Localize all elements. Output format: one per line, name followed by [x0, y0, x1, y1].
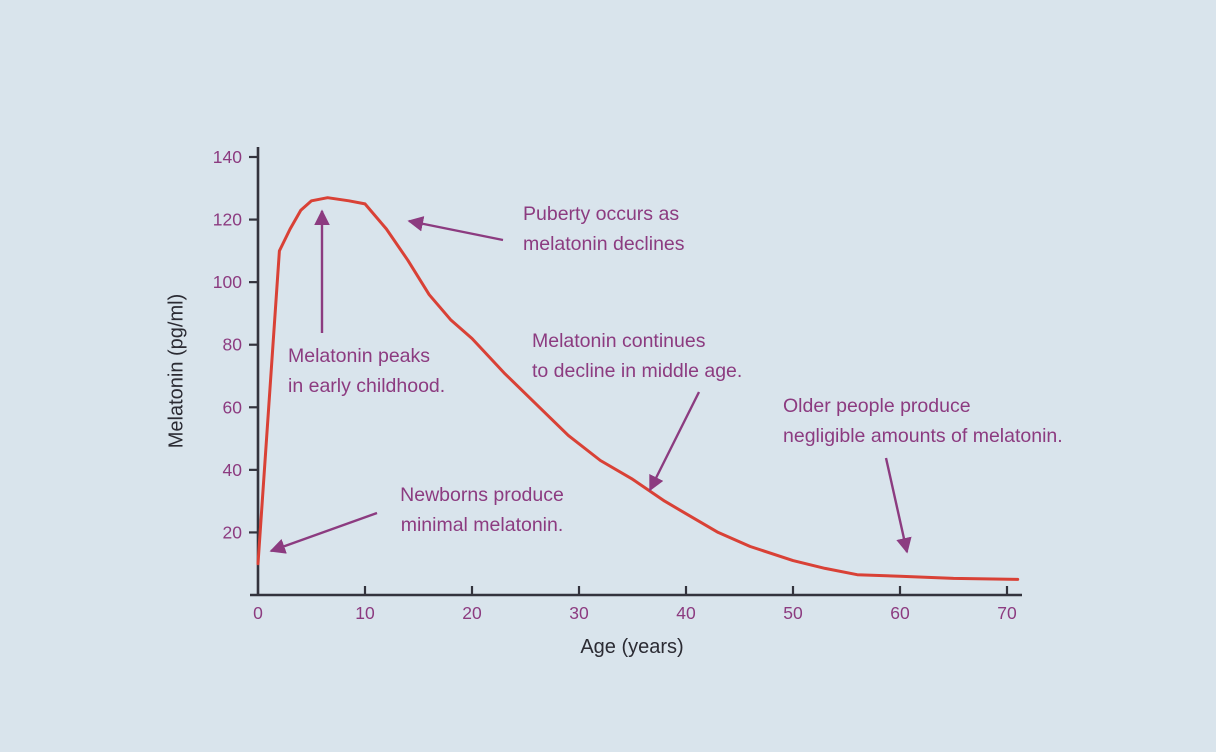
right-margin: [1216, 0, 1229, 752]
annotation-middleage-line1: Melatonin continues: [532, 330, 706, 352]
x-tick-label: 30: [569, 603, 589, 623]
annotation-newborns-line2: minimal melatonin.: [401, 514, 564, 536]
x-tick-label: 70: [997, 603, 1017, 623]
y-tick-label: 60: [223, 397, 243, 417]
x-tick-label: 20: [462, 603, 482, 623]
annotation-puberty-line1: Puberty occurs as: [523, 203, 679, 225]
y-tick-label: 120: [213, 210, 242, 230]
annotation-peak-line1: Melatonin peaks: [288, 345, 430, 367]
x-tick-label: 50: [783, 603, 803, 623]
x-tick-label: 10: [355, 603, 375, 623]
y-tick-label: 140: [213, 147, 242, 167]
annotation-middleage-line2: to decline in middle age.: [532, 360, 742, 382]
x-tick-label: 40: [676, 603, 696, 623]
y-tick-label: 20: [223, 522, 243, 542]
annotation-older-line1: Older people produce: [783, 395, 971, 417]
annotation-peak-line2: in early childhood.: [288, 375, 445, 397]
y-tick-label: 40: [223, 460, 243, 480]
annotation-older-arrow: [884, 457, 912, 554]
annotation-newborns-arrow: [269, 511, 378, 554]
y-tick-label: 100: [213, 272, 242, 292]
annotation-puberty-line2: melatonin declines: [523, 233, 685, 255]
annotation-puberty-arrow: [407, 216, 504, 242]
annotation-older-line2: negligible amounts of melatonin.: [783, 425, 1063, 447]
x-tick-label: 60: [890, 603, 910, 623]
x-tick-label: 0: [253, 603, 263, 623]
annotation-newborns-line1: Newborns produce: [400, 484, 564, 506]
melatonin-curve: [256, 196, 1020, 581]
y-tick-label: 80: [223, 335, 243, 355]
annotation-middleage-arrow: [648, 391, 701, 492]
